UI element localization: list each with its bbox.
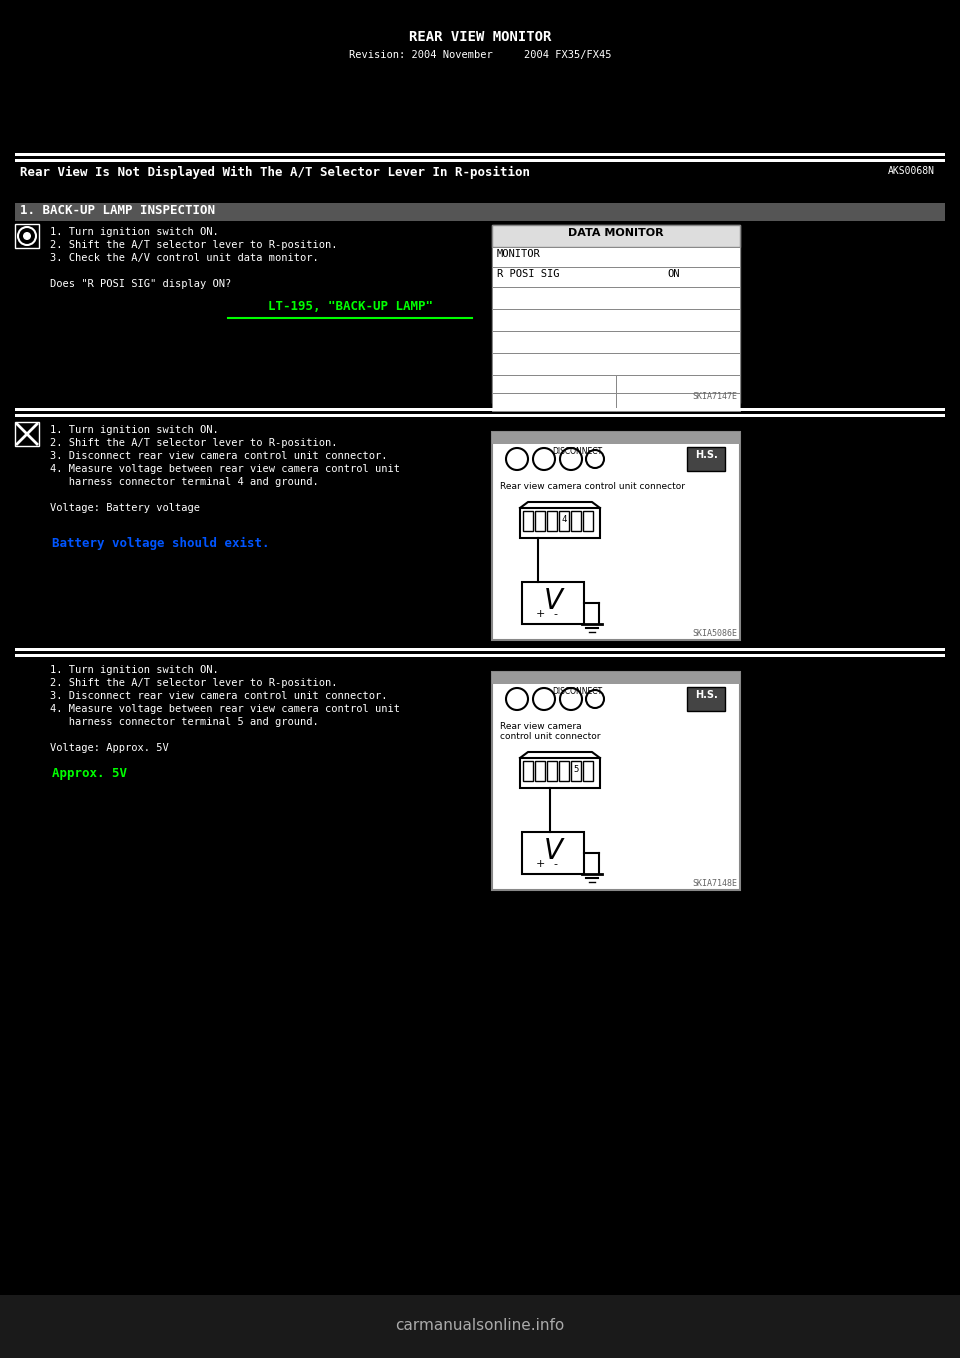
Text: 2. Shift the A/T selector lever to R-position.: 2. Shift the A/T selector lever to R-pos… (50, 240, 338, 250)
Text: MONITOR: MONITOR (497, 249, 540, 259)
Text: 3. Disconnect rear view camera control unit connector.: 3. Disconnect rear view camera control u… (50, 451, 388, 460)
Text: R POSI SIG: R POSI SIG (497, 269, 560, 278)
Bar (492, 331, 740, 353)
Text: H.S.: H.S. (695, 449, 717, 460)
Text: -: - (553, 608, 557, 619)
Bar (547, 760, 557, 781)
Bar (492, 353, 740, 375)
Bar (15, 414, 945, 417)
Bar (583, 511, 593, 531)
Text: 1. Turn ignition switch ON.: 1. Turn ignition switch ON. (50, 665, 219, 675)
Bar (559, 511, 569, 531)
Text: -: - (553, 860, 557, 869)
Text: SKIA5086E: SKIA5086E (692, 629, 737, 638)
Bar (15, 648, 945, 650)
Text: Rear view camera control unit connector: Rear view camera control unit connector (500, 482, 685, 492)
Text: 4. Measure voltage between rear view camera control unit: 4. Measure voltage between rear view cam… (50, 703, 400, 714)
Text: DISCONNECT: DISCONNECT (552, 687, 602, 697)
Text: 5: 5 (573, 765, 579, 774)
Bar (492, 247, 740, 268)
Bar (492, 268, 740, 287)
Text: carmanualsonline.info: carmanualsonline.info (396, 1319, 564, 1334)
Text: Rear view camera: Rear view camera (500, 722, 582, 731)
Text: 1. Turn ignition switch ON.: 1. Turn ignition switch ON. (50, 227, 219, 238)
Text: Does "R POSI SIG" display ON?: Does "R POSI SIG" display ON? (50, 278, 231, 289)
Bar (523, 511, 533, 531)
Bar (492, 310, 740, 331)
Bar (0, 1296, 960, 1358)
Bar (520, 758, 600, 788)
Text: LT-195, "BACK-UP LAMP": LT-195, "BACK-UP LAMP" (268, 300, 433, 312)
Bar (15, 407, 945, 411)
Text: +: + (536, 608, 544, 619)
Text: SKIA7147E: SKIA7147E (692, 392, 737, 401)
Bar (571, 511, 581, 531)
Text: 1. BACK-UP LAMP INSPECTION: 1. BACK-UP LAMP INSPECTION (20, 204, 215, 217)
Text: 3. Check the A/V control unit data monitor.: 3. Check the A/V control unit data monit… (50, 253, 319, 263)
Text: control unit connector: control unit connector (500, 732, 601, 741)
Text: DATA MONITOR: DATA MONITOR (568, 228, 663, 238)
Bar (687, 447, 725, 471)
Text: Voltage: Battery voltage: Voltage: Battery voltage (50, 502, 200, 513)
Text: 2. Shift the A/T selector lever to R-position.: 2. Shift the A/T selector lever to R-pos… (50, 439, 338, 448)
Bar (616, 392, 740, 411)
Text: Battery voltage should exist.: Battery voltage should exist. (52, 536, 270, 550)
Text: REAR VIEW MONITOR: REAR VIEW MONITOR (409, 30, 551, 43)
Bar (522, 583, 584, 623)
Bar (492, 287, 740, 310)
Bar (492, 432, 740, 444)
Bar (15, 153, 945, 156)
Bar (15, 159, 945, 162)
Text: harness connector terminal 5 and ground.: harness connector terminal 5 and ground. (50, 717, 319, 727)
Bar (522, 832, 584, 875)
Bar (492, 672, 740, 684)
Bar (559, 760, 569, 781)
Bar (492, 392, 616, 411)
Text: SKIA7148E: SKIA7148E (692, 879, 737, 888)
Text: 1. Turn ignition switch ON.: 1. Turn ignition switch ON. (50, 425, 219, 435)
Bar (523, 760, 533, 781)
Bar (583, 760, 593, 781)
Bar (492, 672, 740, 889)
Text: AKS0068N: AKS0068N (888, 166, 935, 177)
Bar (687, 687, 725, 712)
Text: 4. Measure voltage between rear view camera control unit: 4. Measure voltage between rear view cam… (50, 464, 400, 474)
Text: ON: ON (667, 269, 680, 278)
Bar (492, 225, 740, 403)
Bar (492, 432, 740, 640)
Bar (535, 760, 545, 781)
Text: Rear View Is Not Displayed With The A/T Selector Lever In R-position: Rear View Is Not Displayed With The A/T … (20, 166, 530, 179)
Bar (571, 760, 581, 781)
Text: Voltage: Approx. 5V: Voltage: Approx. 5V (50, 743, 169, 752)
Bar (15, 224, 39, 249)
Bar (547, 511, 557, 531)
Bar (15, 422, 39, 445)
Bar (15, 655, 945, 657)
Bar (0, 0, 960, 160)
Bar (492, 375, 616, 392)
Circle shape (23, 232, 31, 240)
Bar (492, 225, 740, 247)
Text: 4: 4 (562, 515, 566, 524)
Text: DISCONNECT: DISCONNECT (552, 447, 602, 456)
Bar (520, 508, 600, 538)
Text: Approx. 5V: Approx. 5V (52, 767, 127, 779)
Text: V: V (543, 837, 563, 865)
Text: 2. Shift the A/T selector lever to R-position.: 2. Shift the A/T selector lever to R-pos… (50, 678, 338, 689)
Text: 3. Disconnect rear view camera control unit connector.: 3. Disconnect rear view camera control u… (50, 691, 388, 701)
Bar (0, 163, 960, 202)
Bar (535, 511, 545, 531)
Text: V: V (543, 587, 563, 615)
Text: Revision: 2004 November     2004 FX35/FX45: Revision: 2004 November 2004 FX35/FX45 (348, 50, 612, 60)
Bar (616, 375, 740, 392)
Text: +: + (536, 860, 544, 869)
Text: H.S.: H.S. (695, 690, 717, 699)
Bar (15, 202, 945, 221)
Text: harness connector terminal 4 and ground.: harness connector terminal 4 and ground. (50, 477, 319, 488)
